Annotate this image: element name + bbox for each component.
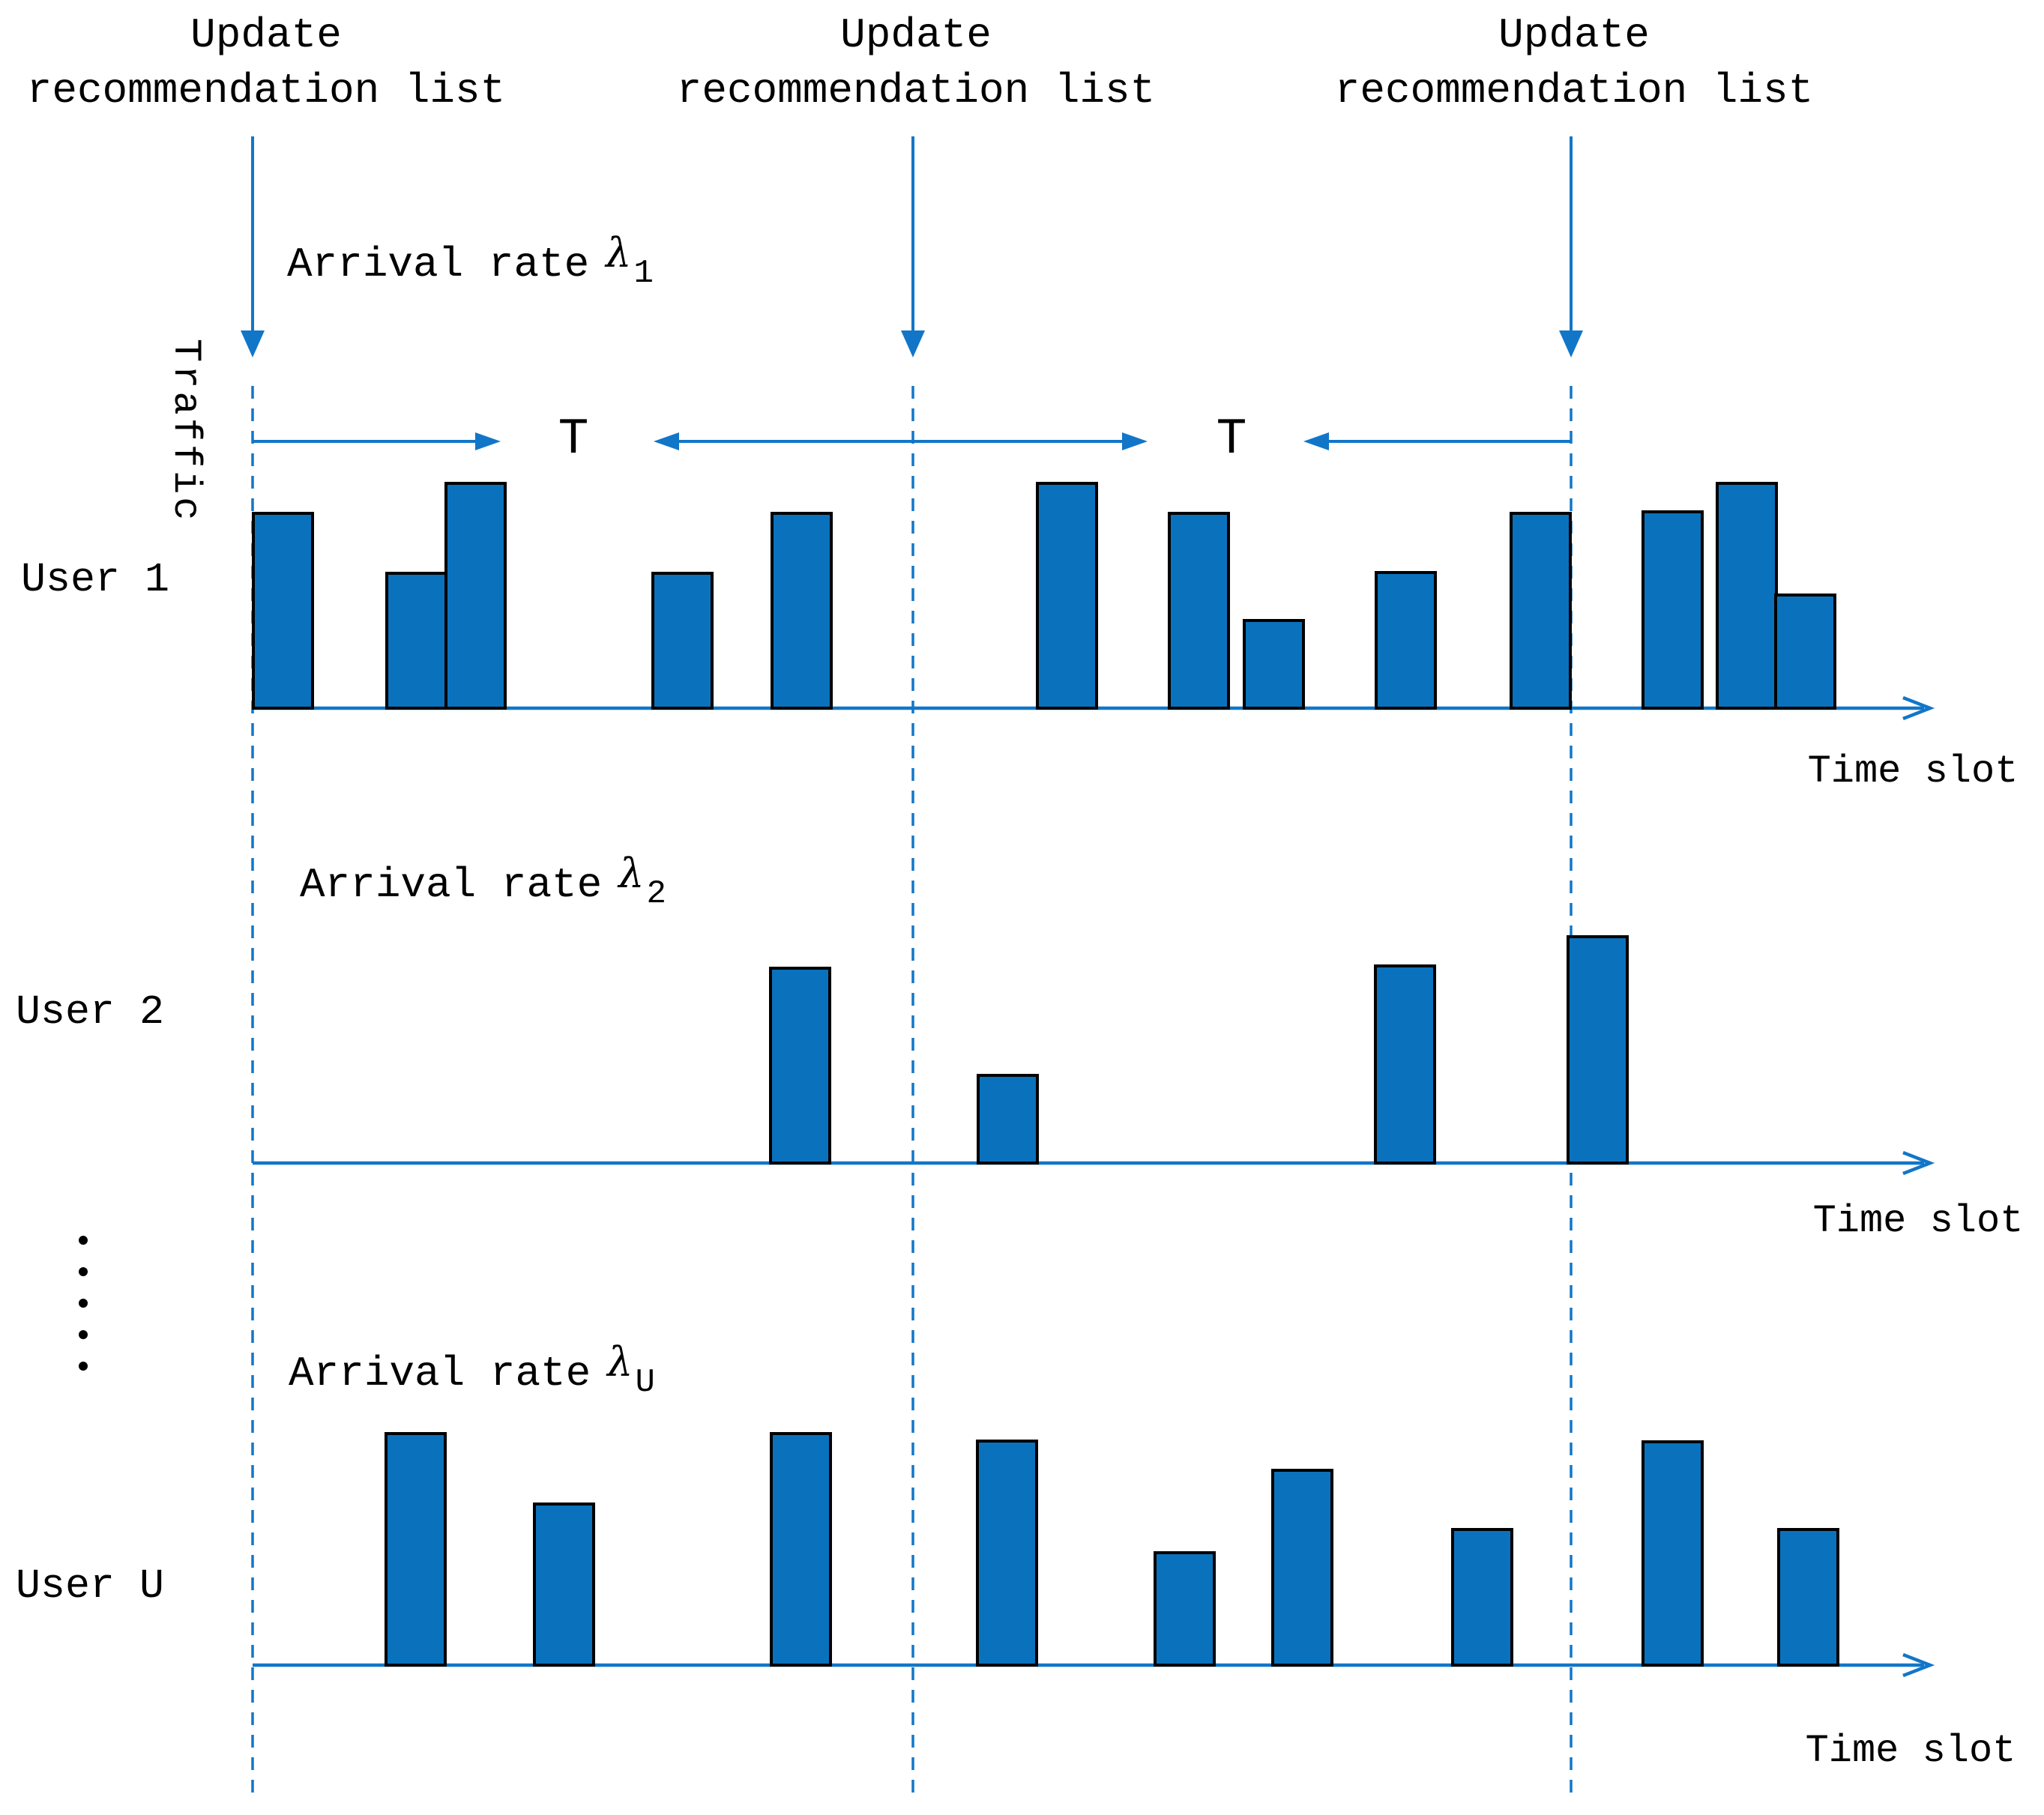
arrival-rate-text: Arrival rate [300, 861, 603, 909]
arrival-rate-label-user1: Arrival rate λ1 [287, 229, 654, 292]
user-label-U: User U [16, 1562, 165, 1610]
traffic-bar [444, 482, 507, 710]
traffic-bar [1641, 1440, 1704, 1667]
update-arrow-head [1559, 330, 1583, 357]
time-axis-arrowhead [1902, 1150, 1935, 1176]
traffic-bar [1168, 512, 1230, 710]
time-slot-label-3: Time slot [1805, 1729, 2016, 1773]
traffic-bar [1716, 482, 1778, 710]
lambda-symbol: λ [607, 1338, 633, 1386]
update-event-label-3: Update recommendation list [1335, 7, 1814, 118]
time-slot-label-1: Time slot [1807, 749, 2019, 794]
traffic-bar [1510, 512, 1572, 710]
ellipsis-dot [79, 1236, 88, 1245]
traffic-bar [771, 512, 833, 710]
traffic-bar [1451, 1528, 1513, 1667]
update-label-line2: recommendation list [26, 67, 506, 115]
traffic-axis-label: Traffic [163, 339, 208, 524]
traffic-bar [1036, 482, 1098, 710]
user-label-1: User 1 [21, 556, 170, 603]
update-label-line2: recommendation list [1334, 67, 1814, 115]
traffic-bar [533, 1503, 595, 1667]
update-event-label-1: Update recommendation list [27, 7, 506, 118]
traffic-bar [769, 967, 831, 1165]
traffic-bar [1271, 1469, 1333, 1667]
lambda-subscript: 2 [646, 875, 666, 913]
traffic-bar [1641, 510, 1704, 710]
traffic-bar [770, 1432, 832, 1667]
traffic-bar [252, 512, 314, 710]
lambda-symbol: λ [606, 229, 632, 277]
period-arrow-left-head [1303, 432, 1329, 450]
period-arrow-right-head [475, 432, 501, 450]
user-label-2: User 2 [16, 988, 165, 1036]
time-axis-arrowhead [1902, 1652, 1935, 1678]
update-event-label-2: Update recommendation list [677, 7, 1156, 118]
traffic-bar [1567, 935, 1629, 1165]
traffic-bar [651, 572, 714, 710]
ellipsis-dot [79, 1267, 88, 1276]
period-T-label-1: T [558, 411, 589, 468]
arrival-rate-label-user2: Arrival rate λ2 [300, 850, 666, 913]
traffic-bar [1374, 964, 1436, 1165]
arrival-rate-text: Arrival rate [287, 241, 590, 289]
update-label-line1: Update [840, 11, 992, 59]
traffic-bar [385, 572, 447, 710]
update-arrow-head [241, 330, 265, 357]
arrival-rate-text: Arrival rate [289, 1350, 591, 1398]
traffic-bar [1774, 594, 1836, 710]
traffic-bar [1375, 571, 1437, 710]
time-slot-label-2: Time slot [1812, 1199, 2024, 1243]
ellipsis-dot [79, 1330, 88, 1339]
period-arrow-left-head [654, 432, 679, 450]
traffic-bar [1154, 1551, 1216, 1667]
lambda-subscript: U [635, 1364, 655, 1401]
traffic-bar [1777, 1528, 1839, 1667]
update-arrow-head [901, 330, 925, 357]
traffic-bar [977, 1074, 1039, 1165]
ellipsis-dot [79, 1299, 88, 1308]
lambda-subscript: 1 [633, 255, 654, 292]
traffic-bar [385, 1432, 447, 1667]
traffic-bar [976, 1440, 1038, 1667]
time-axis-arrowhead [1902, 695, 1935, 721]
period-arrow-right-head [1122, 432, 1148, 450]
update-label-line2: recommendation list [676, 67, 1156, 115]
period-T-label-2: T [1216, 411, 1247, 468]
update-label-line1: Update [190, 11, 342, 59]
traffic-bar [1243, 619, 1305, 710]
arrival-rate-label-userU: Arrival rate λU [289, 1338, 655, 1401]
lambda-symbol: λ [618, 850, 645, 897]
ellipsis-dot [79, 1362, 88, 1371]
update-label-line1: Update [1498, 11, 1650, 59]
